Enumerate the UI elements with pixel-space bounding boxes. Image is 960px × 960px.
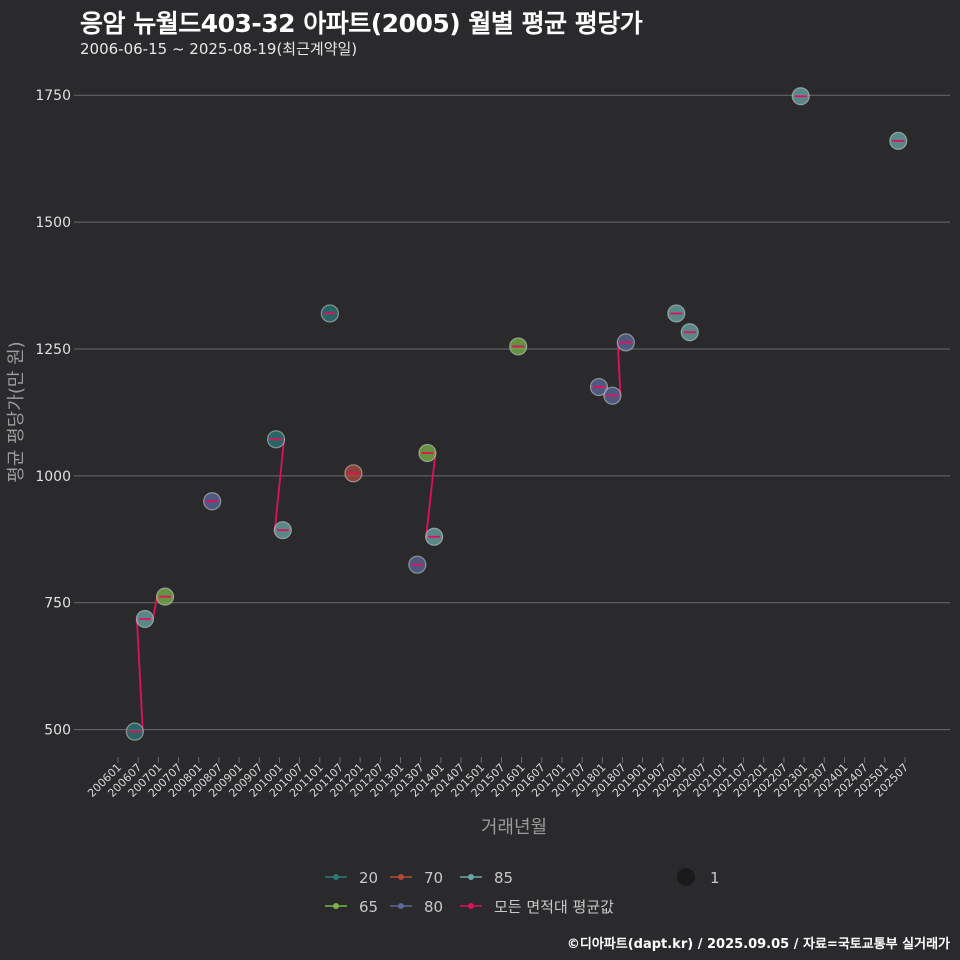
legend-size: 1 bbox=[677, 868, 720, 887]
y-tick-label: 1250 bbox=[35, 342, 71, 358]
grid-lines bbox=[80, 94, 950, 731]
legend-label: 65 bbox=[359, 898, 378, 916]
y-axis-label: 평균 평당가(만 원) bbox=[6, 341, 27, 482]
legend-size-label: 1 bbox=[710, 869, 720, 887]
legend-item: 80 bbox=[390, 898, 443, 916]
legend-label: 20 bbox=[359, 869, 378, 887]
average-lines bbox=[126, 341, 634, 733]
footer-credit: ©디아파트(dapt.kr) / 2025.09.05 / 자료=국토교통부 실… bbox=[566, 937, 950, 952]
legend-item: 85 bbox=[460, 869, 513, 887]
legend: 20 70 85 65 80 모든 면적대 평균값 1 bbox=[325, 868, 720, 916]
legend-label: 80 bbox=[424, 898, 443, 916]
x-axis-label: 거래년월 bbox=[481, 817, 547, 838]
y-tick-label: 1750 bbox=[35, 88, 71, 104]
legend-swatch-dot bbox=[398, 903, 404, 909]
legend-size-swatch bbox=[677, 868, 695, 886]
average-marks bbox=[128, 95, 905, 733]
y-tick-label: 750 bbox=[44, 596, 71, 612]
average-line bbox=[268, 438, 291, 532]
average-line bbox=[419, 452, 443, 538]
legend-item: 65 bbox=[325, 898, 378, 916]
legend-swatch-dot bbox=[468, 903, 474, 909]
y-tick-label: 1500 bbox=[35, 215, 71, 231]
legend-label: 85 bbox=[494, 869, 513, 887]
legend-swatch-dot bbox=[333, 874, 339, 880]
chart-title: 응암 뉴월드403-32 아파트(2005) 월별 평균 평당가 bbox=[80, 9, 643, 38]
legend-item: 모든 면적대 평균값 bbox=[460, 898, 614, 916]
legend-item: 70 bbox=[390, 869, 443, 887]
y-tick-label: 500 bbox=[44, 723, 71, 739]
legend-swatch-dot bbox=[333, 903, 339, 909]
legend-swatch-dot bbox=[468, 874, 474, 880]
y-tick-label: 1000 bbox=[35, 469, 71, 485]
y-axis: 500 750 1000 1250 1500 1750 bbox=[35, 88, 80, 739]
chart-subtitle: 2006-06-15 ~ 2025-08-19(최근계약일) bbox=[80, 40, 358, 58]
legend-label: 70 bbox=[424, 869, 443, 887]
legend-label: 모든 면적대 평균값 bbox=[494, 898, 614, 916]
data-points bbox=[125, 87, 908, 741]
legend-swatch-dot bbox=[398, 874, 404, 880]
legend-item: 20 bbox=[325, 869, 378, 887]
x-axis: 2006012006072007012007072008012008072009… bbox=[85, 757, 911, 800]
